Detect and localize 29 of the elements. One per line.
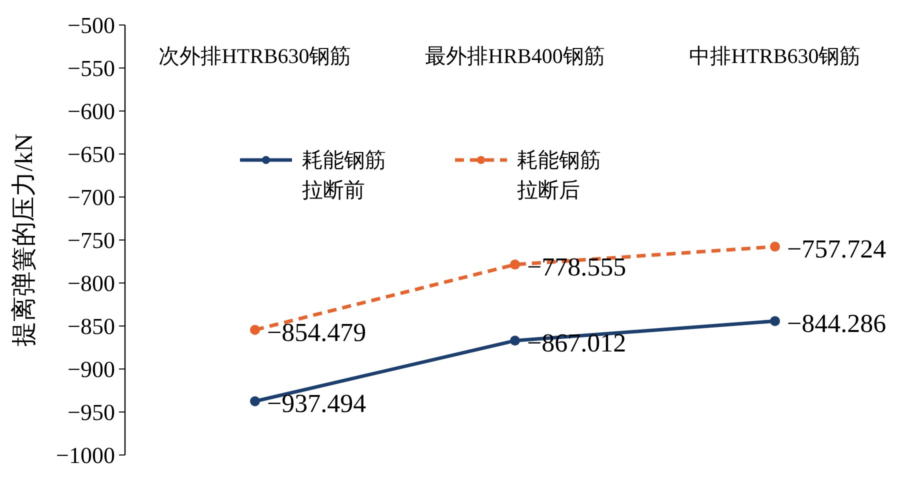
point [770,316,780,326]
y-axis-title: 提离弹簧的压力/kN [10,134,38,346]
data-label: −757.724 [787,234,886,264]
x-tick-label: 中排HTRB630钢筋 [689,44,861,68]
y-tick-label: −750 [68,228,115,253]
x-tick-label: 次外排HTRB630钢筋 [158,44,352,68]
y-tick-label: −650 [68,142,115,167]
x-tick-label: 最外排HRB400钢筋 [425,44,605,68]
y-tick-label: −800 [68,271,115,296]
y-tick-label: −950 [68,400,115,425]
point [510,260,520,270]
y-tick-label: −550 [68,56,115,81]
point [770,242,780,252]
y-tick-label: −1000 [56,443,115,468]
legend-label: 耗能钢筋拉断后 [517,148,601,202]
data-label: −854.479 [267,318,366,347]
legend-label: 耗能钢筋拉断前 [302,148,386,202]
y-tick-label: −500 [68,13,115,38]
y-tick-label: −900 [68,357,115,382]
y-tick-label: −600 [68,99,115,124]
data-label: −867.012 [527,328,626,358]
y-tick-label: −850 [68,314,115,339]
data-label: −778.555 [527,252,626,282]
data-label: −844.286 [787,309,886,338]
point [510,336,520,346]
point [250,396,260,406]
data-label: −937.494 [267,389,366,418]
point [250,324,260,335]
y-tick-label: −700 [68,185,115,210]
